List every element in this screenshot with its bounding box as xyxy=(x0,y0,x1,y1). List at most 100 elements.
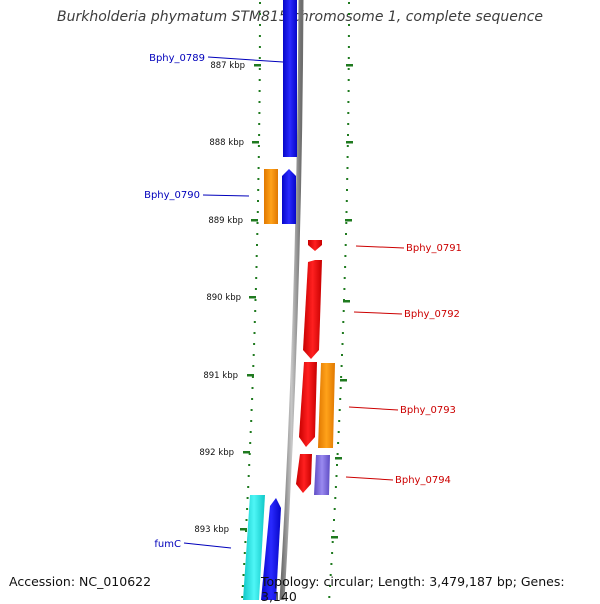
track-dot xyxy=(346,167,349,169)
track-dot xyxy=(258,35,261,37)
track-dot xyxy=(345,222,348,224)
track-dot xyxy=(258,79,261,81)
track-dot xyxy=(255,277,258,279)
leader-Bphy_0791 xyxy=(355,245,405,249)
leader-lines xyxy=(183,56,405,549)
gene-label-Bphy_0792[interactable]: Bphy_0792 xyxy=(404,309,460,320)
track-dot xyxy=(348,13,350,15)
inner-dotted-track xyxy=(328,2,350,598)
gene-label-Bphy_0789[interactable]: Bphy_0789 xyxy=(149,53,205,64)
track-dot xyxy=(252,354,255,356)
track-dot xyxy=(330,563,333,565)
gene-label-Bphy_0791[interactable]: Bphy_0791 xyxy=(406,243,462,254)
track-dot xyxy=(334,486,337,488)
track-dot xyxy=(258,68,261,70)
track-dot xyxy=(246,508,249,510)
track-dot xyxy=(347,35,350,37)
track-dot xyxy=(340,376,343,378)
track-dot xyxy=(258,101,261,103)
track-dot xyxy=(347,101,350,103)
scale-tick xyxy=(335,457,342,460)
leader-fumC xyxy=(183,542,232,549)
chromosome-backbone xyxy=(279,0,304,600)
leader-Bphy_0792 xyxy=(353,311,403,315)
track-dot xyxy=(329,585,331,587)
track-dot xyxy=(343,288,346,290)
track-dot xyxy=(251,376,254,378)
gene-cyan-forward-arrow[interactable] xyxy=(243,495,265,600)
scale-tick xyxy=(247,374,254,377)
scale-tick xyxy=(249,296,256,299)
gene-Bphy_0790-arrow[interactable] xyxy=(282,169,296,224)
kbp-label-888: 888 kbp xyxy=(209,138,244,148)
track-dot xyxy=(333,508,336,510)
track-dot xyxy=(245,530,247,532)
gene-Bphy_0791-arrow[interactable] xyxy=(308,240,322,251)
track-dot xyxy=(255,266,258,268)
gene-orange-forward-arrow[interactable] xyxy=(264,169,278,224)
kbp-label-893: 893 kbp xyxy=(194,525,229,535)
track-dot xyxy=(257,189,260,191)
kbp-labels: 887 kbp 888 kbp 889 kbp 890 kbp 891 kbp … xyxy=(194,61,245,535)
track-dot xyxy=(256,211,259,213)
track-dot xyxy=(331,541,334,543)
track-dot xyxy=(347,46,350,48)
gene-Bphy_0792-arrow[interactable] xyxy=(303,260,322,359)
track-dot xyxy=(341,332,344,334)
gene-label-Bphy_0794[interactable]: Bphy_0794 xyxy=(395,475,451,486)
track-dot xyxy=(347,112,350,114)
scale-tick xyxy=(243,451,250,454)
track-dot xyxy=(259,13,261,15)
track-dot xyxy=(249,431,252,433)
track-dot xyxy=(337,431,340,433)
scale-tick xyxy=(345,219,352,222)
track-dot xyxy=(253,343,256,345)
track-dot xyxy=(339,387,342,389)
gene-purple-reverse-arrow[interactable] xyxy=(314,455,330,495)
track-dot xyxy=(328,596,331,598)
track-dot xyxy=(257,167,260,169)
gene-orange-reverse-arrow[interactable] xyxy=(318,363,335,448)
track-dot xyxy=(342,321,345,323)
track-dot xyxy=(346,145,349,147)
track-dot xyxy=(338,420,341,422)
track-dot xyxy=(258,57,261,59)
track-dot xyxy=(332,530,335,532)
track-dot xyxy=(242,574,245,576)
track-dot xyxy=(334,497,337,499)
track-dot xyxy=(254,288,257,290)
track-dot xyxy=(339,398,342,400)
track-dot xyxy=(329,574,332,576)
track-dot xyxy=(250,409,253,411)
gene-Bphy_0789-arrow[interactable] xyxy=(283,0,297,157)
gene-Bphy_0794-arrow[interactable] xyxy=(296,454,312,493)
track-dot xyxy=(255,255,258,257)
gene-label-fumC[interactable]: fumC xyxy=(154,539,181,550)
gene-label-Bphy_0793[interactable]: Bphy_0793 xyxy=(400,405,456,416)
gene-Bphy_0793-arrow[interactable] xyxy=(299,362,317,447)
kbp-label-891: 891 kbp xyxy=(203,371,238,381)
track-dot xyxy=(347,134,349,136)
gene-fumC-arrow[interactable] xyxy=(261,498,281,600)
track-dot xyxy=(249,442,252,444)
track-dot xyxy=(331,552,334,554)
track-dot xyxy=(248,464,251,466)
track-dot xyxy=(241,585,244,587)
track-dot xyxy=(337,442,340,444)
track-dot xyxy=(345,233,347,235)
track-dot xyxy=(348,2,350,4)
track-dot xyxy=(258,134,261,136)
track-dot xyxy=(347,57,350,59)
track-dot xyxy=(336,453,339,455)
track-dot xyxy=(246,497,249,499)
track-dot xyxy=(250,420,253,422)
track-dot xyxy=(256,244,258,246)
track-dot xyxy=(254,299,257,301)
track-dot xyxy=(244,541,247,543)
scale-tick xyxy=(346,64,353,67)
track-dot xyxy=(342,310,345,312)
track-dot xyxy=(243,563,246,565)
gene-label-Bphy_0790[interactable]: Bphy_0790 xyxy=(144,190,200,201)
track-dot xyxy=(256,222,259,224)
track-dot xyxy=(243,552,246,554)
